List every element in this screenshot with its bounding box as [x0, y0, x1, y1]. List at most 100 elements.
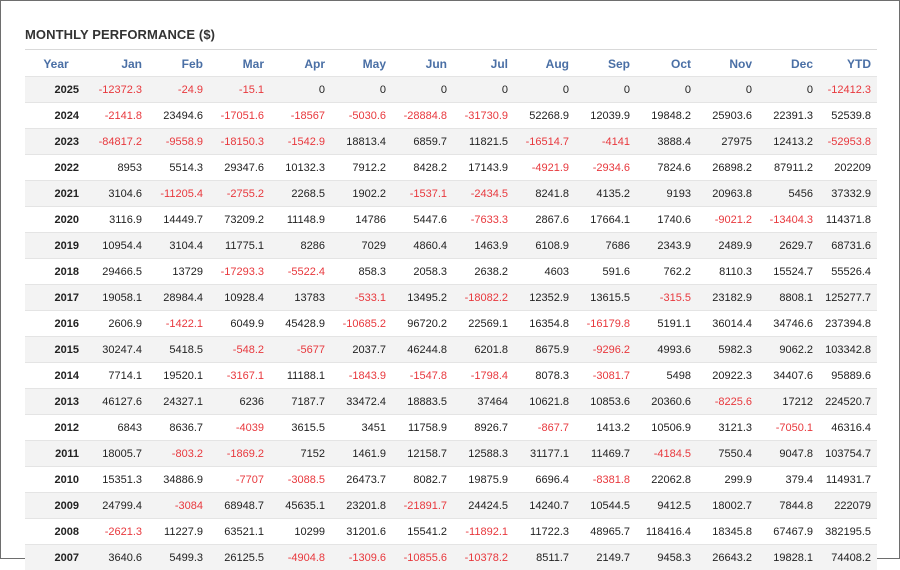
jul-cell: 6201.8 — [453, 337, 514, 363]
year-cell: 2012 — [25, 415, 87, 441]
year-cell: 2016 — [25, 311, 87, 337]
jun-cell: -21891.7 — [392, 493, 453, 519]
jun-cell: -1547.8 — [392, 363, 453, 389]
jul-cell: -2434.5 — [453, 181, 514, 207]
jun-cell: 8428.2 — [392, 155, 453, 181]
jan-cell: 10954.4 — [87, 233, 148, 259]
dec-cell: 34407.6 — [758, 363, 819, 389]
sep-cell: -16179.8 — [575, 311, 636, 337]
apr-cell: 7187.7 — [270, 389, 331, 415]
jun-cell: 46244.8 — [392, 337, 453, 363]
may-cell: 7912.2 — [331, 155, 392, 181]
aug-cell: 8078.3 — [514, 363, 575, 389]
aug-cell: 8241.8 — [514, 181, 575, 207]
sep-cell: 48965.7 — [575, 519, 636, 545]
aug-cell: 0 — [514, 77, 575, 103]
jun-cell: 0 — [392, 77, 453, 103]
nov-cell: 25903.6 — [697, 103, 758, 129]
jun-cell: 5447.6 — [392, 207, 453, 233]
dec-cell: 2629.7 — [758, 233, 819, 259]
aug-cell: -867.7 — [514, 415, 575, 441]
may-cell: 14786 — [331, 207, 392, 233]
may-cell: -533.1 — [331, 285, 392, 311]
oct-cell: 9458.3 — [636, 545, 697, 570]
apr-cell: -4904.8 — [270, 545, 331, 570]
sep-cell: -3081.7 — [575, 363, 636, 389]
may-cell: 0 — [331, 77, 392, 103]
column-header-oct: Oct — [636, 51, 697, 77]
nov-cell: -9021.2 — [697, 207, 758, 233]
oct-cell: 19848.2 — [636, 103, 697, 129]
apr-cell: -5677 — [270, 337, 331, 363]
jun-cell: 6859.7 — [392, 129, 453, 155]
feb-cell: -3084 — [148, 493, 209, 519]
mar-cell: -548.2 — [209, 337, 270, 363]
nov-cell: 20963.8 — [697, 181, 758, 207]
jun-cell: 11758.9 — [392, 415, 453, 441]
jan-cell: 7714.1 — [87, 363, 148, 389]
nov-cell: 36014.4 — [697, 311, 758, 337]
oct-cell: 1740.6 — [636, 207, 697, 233]
feb-cell: 19520.1 — [148, 363, 209, 389]
year-cell: 2020 — [25, 207, 87, 233]
mar-cell: -17051.6 — [209, 103, 270, 129]
nov-cell: 26898.2 — [697, 155, 758, 181]
may-cell: 7029 — [331, 233, 392, 259]
aug-cell: 31177.1 — [514, 441, 575, 467]
jul-cell: 1463.9 — [453, 233, 514, 259]
nov-cell: 0 — [697, 77, 758, 103]
apr-cell: 7152 — [270, 441, 331, 467]
nov-cell: 7550.4 — [697, 441, 758, 467]
sep-cell: -2934.6 — [575, 155, 636, 181]
apr-cell: 10132.3 — [270, 155, 331, 181]
dec-cell: 19828.1 — [758, 545, 819, 570]
mar-cell: 6236 — [209, 389, 270, 415]
ytd-cell: -52953.8 — [819, 129, 877, 155]
jul-cell: 2638.2 — [453, 259, 514, 285]
ytd-cell: 95889.6 — [819, 363, 877, 389]
year-cell: 2023 — [25, 129, 87, 155]
mar-cell: 63521.1 — [209, 519, 270, 545]
oct-cell: 10506.9 — [636, 415, 697, 441]
may-cell: 33472.4 — [331, 389, 392, 415]
dec-cell: 67467.9 — [758, 519, 819, 545]
oct-cell: 118416.4 — [636, 519, 697, 545]
mar-cell: 6049.9 — [209, 311, 270, 337]
jun-cell: -10855.6 — [392, 545, 453, 570]
apr-cell: -18567 — [270, 103, 331, 129]
year-cell: 2009 — [25, 493, 87, 519]
oct-cell: -315.5 — [636, 285, 697, 311]
jan-cell: -2141.8 — [87, 103, 148, 129]
year-cell: 2008 — [25, 519, 87, 545]
oct-cell: 9412.5 — [636, 493, 697, 519]
apr-cell: 8286 — [270, 233, 331, 259]
mar-cell: -2755.2 — [209, 181, 270, 207]
jul-cell: -7633.3 — [453, 207, 514, 233]
year-cell: 2019 — [25, 233, 87, 259]
dec-cell: 22391.3 — [758, 103, 819, 129]
feb-cell: 5499.3 — [148, 545, 209, 570]
ytd-cell: 202209 — [819, 155, 877, 181]
nov-cell: 8110.3 — [697, 259, 758, 285]
jan-cell: 8953 — [87, 155, 148, 181]
jan-cell: 19058.1 — [87, 285, 148, 311]
apr-cell: 0 — [270, 77, 331, 103]
jun-cell: 13495.2 — [392, 285, 453, 311]
jun-cell: 12158.7 — [392, 441, 453, 467]
nov-cell: 2489.9 — [697, 233, 758, 259]
nov-cell: 18002.7 — [697, 493, 758, 519]
oct-cell: 3888.4 — [636, 129, 697, 155]
dec-cell: 9047.8 — [758, 441, 819, 467]
oct-cell: -4184.5 — [636, 441, 697, 467]
feb-cell: 24327.1 — [148, 389, 209, 415]
column-header-sep: Sep — [575, 51, 636, 77]
